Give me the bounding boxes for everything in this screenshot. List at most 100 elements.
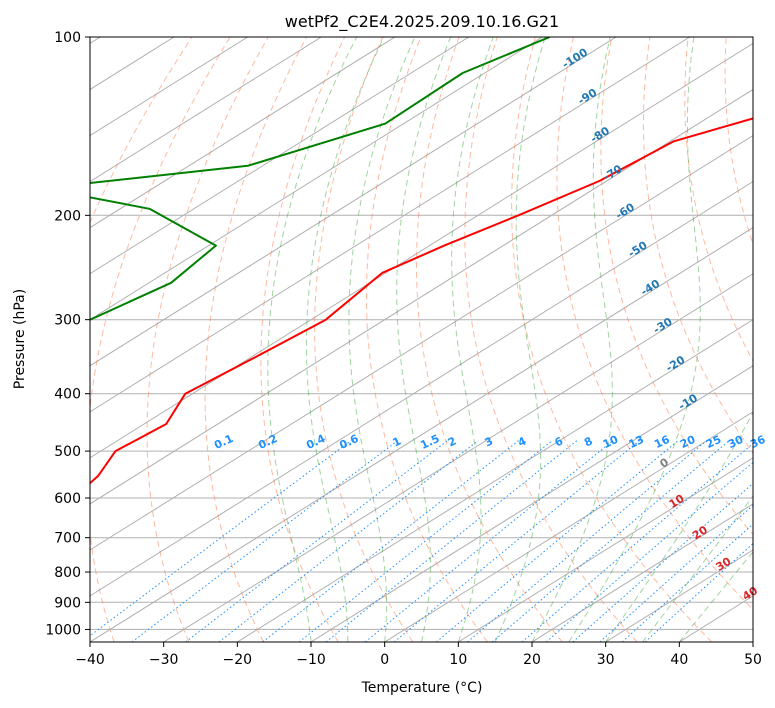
- moist-adiabat-line: [642, 495, 753, 642]
- mixing-ratio-line: [218, 440, 479, 642]
- isotherm-line: [90, 37, 322, 183]
- y-tick-label: 500: [54, 444, 81, 460]
- isotherm-line: [90, 37, 396, 229]
- y-tick-label: 400: [54, 387, 81, 403]
- isotherm-line: [90, 37, 690, 413]
- mixing-ratio-label: 16: [652, 433, 672, 451]
- y-tick-label: 200: [54, 208, 81, 224]
- isotherm-label: -30: [651, 315, 675, 337]
- mixing-ratio-line: [90, 440, 352, 637]
- dry-adiabat-line: [511, 37, 713, 642]
- x-tick-label: −10: [296, 652, 326, 668]
- isotherm-line: [163, 273, 753, 642]
- mixing-ratio-label: 4: [516, 434, 529, 449]
- mixing-ratio-line: [521, 442, 753, 642]
- x-tick-label: −20: [223, 652, 253, 668]
- isotherm-line: [237, 319, 753, 642]
- isotherm-line: [752, 641, 753, 642]
- isotherm-line: [605, 549, 753, 642]
- dry-adiabat-line: [90, 37, 193, 224]
- dry-adiabat-line: [764, 37, 775, 642]
- isotherm-line: [90, 37, 248, 137]
- y-tick-label: 100: [54, 30, 81, 46]
- isotherm-line: [90, 227, 753, 642]
- isotherm-label: -60: [613, 200, 637, 222]
- plot-frame: [89, 36, 754, 643]
- y-tick-label: 600: [54, 491, 81, 507]
- background-lines: [90, 37, 775, 642]
- y-tick-label: 300: [54, 313, 81, 329]
- x-axis: −40 −30 −20 −10 0 10 20 30 40 50: [75, 642, 762, 668]
- isotherm-line: [90, 180, 753, 597]
- x-tick-label: 10: [449, 652, 467, 668]
- x-tick-label: 0: [380, 652, 389, 668]
- isopleth-labels: -100-90-80-70-60-50-40-30-20-10010203040…: [212, 46, 768, 604]
- mixing-ratio-line: [298, 440, 553, 642]
- isotherm-label: 20: [690, 523, 710, 542]
- isotherm-label: -100: [560, 46, 591, 72]
- mixing-ratio-line: [599, 504, 753, 642]
- mixing-ratio-label: 0.1: [212, 432, 235, 452]
- mixing-ratio-line: [393, 440, 640, 642]
- dry-adiabat-line: [146, 37, 269, 642]
- x-tick-label: 30: [597, 652, 615, 668]
- mixing-ratio-line: [185, 440, 448, 642]
- isotherm-line: [90, 37, 469, 275]
- mixing-ratio-line: [644, 542, 753, 642]
- y-tick-label: 800: [54, 565, 81, 581]
- dry-adiabat-line: [90, 37, 231, 642]
- mixing-ratio-label: 20: [678, 433, 698, 451]
- isotherm-label: -50: [626, 239, 650, 261]
- mixing-ratio-line: [572, 482, 753, 642]
- isotherm-line: [90, 37, 617, 367]
- mixing-ratio-line: [131, 440, 399, 642]
- dry-adiabat-line: [642, 37, 753, 454]
- moist-adiabat-line: [348, 37, 416, 642]
- sounding-line: [90, 37, 551, 321]
- moist-adiabat-line: [267, 37, 358, 642]
- isotherm-label: -10: [676, 391, 700, 413]
- isotherm-line: [384, 411, 753, 642]
- dry-adiabat-line: [314, 37, 414, 642]
- moist-adiabat-line: [568, 37, 701, 642]
- mixing-ratio-label: 30: [726, 433, 746, 451]
- x-axis-label: Temperature (°C): [361, 680, 483, 696]
- isotherm-line: [90, 88, 753, 505]
- isotherm-line: [531, 503, 753, 642]
- mixing-ratio-line: [491, 440, 730, 642]
- isotherm-line: [310, 365, 753, 642]
- mixing-ratio-line: [622, 523, 753, 642]
- moist-adiabat-line: [305, 37, 385, 642]
- isotherm-label: 30: [714, 554, 734, 573]
- dry-adiabat-line: [556, 37, 753, 611]
- y-tick-label: 900: [54, 595, 81, 611]
- series-layer: [90, 37, 753, 485]
- mixing-ratio-label: 13: [627, 433, 646, 451]
- x-tick-label: 50: [744, 652, 762, 668]
- isotherm-label: -20: [664, 353, 688, 375]
- dry-adiabat-line: [260, 37, 346, 642]
- isotherm-line: [90, 134, 753, 551]
- mixing-ratio-label: 8: [582, 434, 594, 449]
- isotherm-label: -90: [576, 86, 600, 108]
- mixing-ratio-line: [364, 440, 614, 642]
- mixing-ratio-label: 0.4: [304, 432, 327, 452]
- mixing-ratio-label: 25: [704, 433, 723, 451]
- dry-adiabat-line: [684, 37, 753, 362]
- dry-adiabat-line: [204, 37, 307, 642]
- y-axis: 100 200 300 400 500 600 700 800 900 1000: [45, 30, 90, 638]
- y-tick-label: 1000: [45, 622, 81, 638]
- isotherm-label: -40: [638, 277, 662, 299]
- moist-adiabat-line: [451, 37, 494, 642]
- y-axis-label: Pressure (hPa): [12, 289, 28, 389]
- mixing-ratio-label: 0.6: [337, 432, 360, 452]
- mixing-ratio-label: 2: [446, 434, 458, 449]
- x-tick-label: 20: [523, 652, 541, 668]
- x-tick-label: −40: [75, 652, 105, 668]
- sounding-line: [90, 117, 753, 485]
- mixing-ratio-line: [545, 461, 753, 642]
- moist-adiabat-line: [494, 37, 546, 642]
- isotherm-line: [679, 595, 753, 642]
- y-tick-label: 700: [54, 531, 81, 547]
